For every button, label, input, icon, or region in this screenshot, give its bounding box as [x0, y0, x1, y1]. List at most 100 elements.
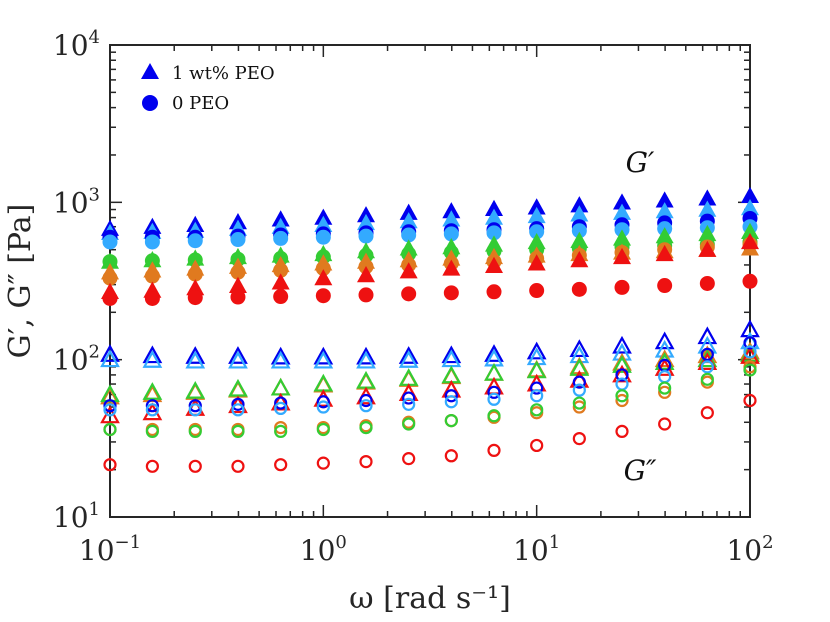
data-point	[570, 196, 589, 213]
data-point	[359, 454, 373, 469]
data-point	[443, 285, 459, 301]
data-point	[698, 189, 717, 206]
data-point	[315, 260, 331, 276]
data-point	[487, 443, 501, 458]
data-point	[228, 276, 247, 293]
data-point	[700, 360, 714, 374]
data-point	[402, 397, 416, 411]
data-point	[700, 347, 714, 362]
data-point	[613, 193, 632, 210]
data-point	[314, 269, 333, 286]
data-point	[187, 233, 203, 249]
data-point	[698, 200, 717, 217]
data-point	[399, 203, 418, 220]
x-tick-label: 100	[300, 532, 347, 567]
data-point	[442, 259, 461, 276]
data-point	[654, 349, 675, 368]
data-point	[444, 413, 458, 428]
data-point	[527, 198, 546, 215]
data-point	[356, 346, 376, 365]
series-blue-G″-PEO	[100, 319, 760, 365]
data-point	[487, 385, 501, 399]
data-point	[442, 210, 461, 227]
data-point	[613, 247, 632, 265]
data-point	[315, 229, 331, 245]
data-point	[398, 350, 419, 368]
data-point	[572, 383, 586, 397]
legend-triangle-marker	[141, 63, 159, 79]
data-point	[145, 424, 159, 438]
data-point	[570, 251, 589, 268]
data-point	[527, 206, 546, 224]
y-axis-title: G′, G″ [Pa]	[3, 204, 38, 359]
data-point	[529, 224, 545, 240]
data-point	[313, 346, 334, 365]
data-point	[571, 223, 587, 239]
annotation-g-double-prime: G″	[624, 454, 657, 487]
data-point	[658, 381, 672, 395]
y-tick-label: 103	[53, 184, 100, 219]
data-point	[655, 202, 674, 219]
data-point	[230, 232, 246, 248]
data-point	[273, 289, 289, 305]
data-point	[186, 279, 205, 296]
data-point	[569, 339, 590, 358]
data-point	[102, 290, 118, 306]
data-point	[487, 392, 501, 406]
data-point	[102, 270, 118, 286]
data-point	[486, 225, 502, 241]
x-axis-title: ω [rad s⁻¹]	[349, 581, 511, 616]
labels-layer: 10−1 100 101 102 101 102 103 104	[53, 27, 774, 567]
data-point	[228, 350, 248, 369]
series-green-G″-0	[103, 363, 757, 438]
x-tick-label: 102	[726, 532, 773, 567]
data-point	[655, 191, 674, 208]
data-point	[487, 409, 501, 423]
data-point	[185, 380, 206, 399]
series-lightblue-G′-0	[102, 219, 758, 250]
data-point	[100, 344, 120, 362]
legend-circle-marker	[142, 95, 158, 111]
data-point	[570, 205, 589, 222]
data-point	[743, 336, 757, 350]
data-point	[742, 273, 758, 289]
data-point	[144, 290, 160, 306]
data-point	[316, 456, 330, 470]
data-point	[444, 395, 458, 409]
data-point	[698, 224, 717, 242]
data-point	[484, 344, 504, 362]
data-point	[441, 345, 462, 364]
data-point	[526, 341, 547, 360]
x-tick-label: 101	[513, 532, 560, 567]
data-point	[700, 406, 714, 420]
data-point	[485, 208, 504, 225]
x-tick-label: 10−1	[79, 532, 141, 567]
data-point	[231, 397, 245, 411]
data-point	[358, 287, 374, 303]
data-point	[743, 363, 757, 377]
data-point	[572, 375, 586, 389]
data-point	[527, 254, 546, 271]
data-point	[102, 254, 118, 270]
data-point	[103, 422, 117, 437]
data-point	[741, 186, 759, 204]
data-point	[486, 284, 502, 300]
plot-area	[109, 44, 751, 518]
data-point	[530, 381, 544, 395]
data-point	[273, 262, 289, 278]
data-point	[187, 266, 203, 282]
data-point	[442, 202, 461, 219]
data-point	[655, 227, 674, 244]
data-point	[615, 424, 629, 438]
data-point	[655, 244, 674, 262]
data-point	[357, 213, 376, 231]
data-point	[359, 399, 373, 413]
data-point	[270, 350, 291, 369]
data-point	[401, 286, 417, 302]
data-point	[698, 240, 717, 257]
data-point	[699, 275, 715, 291]
data-point	[231, 424, 245, 438]
data-point	[316, 422, 330, 437]
data-point	[102, 234, 118, 250]
